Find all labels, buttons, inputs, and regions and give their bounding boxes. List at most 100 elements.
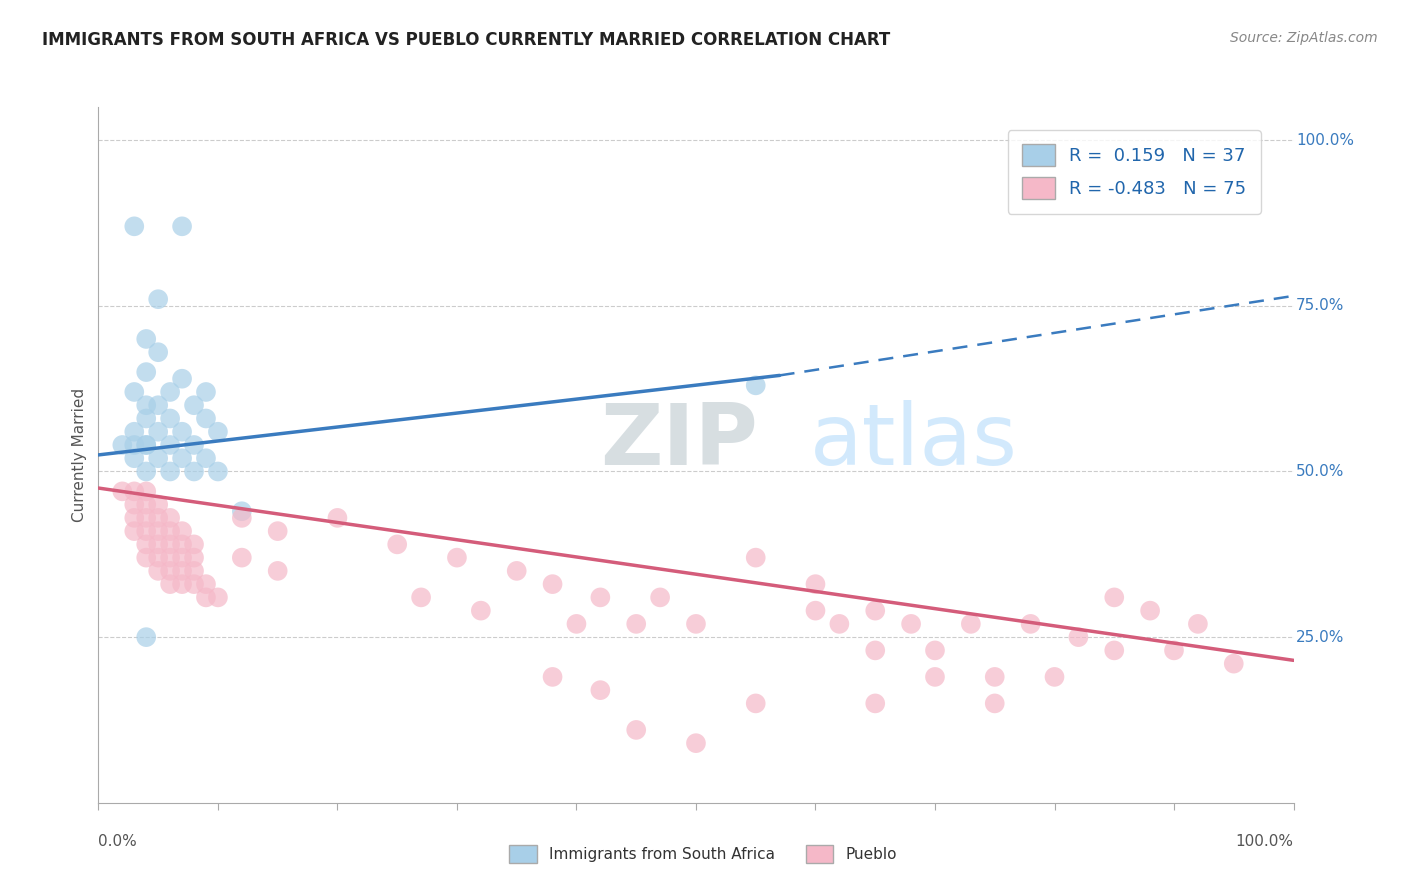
- Point: [135, 411, 157, 425]
- Point: [828, 616, 851, 631]
- Point: [148, 292, 170, 306]
- Point: [159, 384, 181, 399]
- Point: [159, 411, 181, 425]
- Point: [1102, 643, 1125, 657]
- Text: 75.0%: 75.0%: [1296, 298, 1344, 313]
- Point: [135, 537, 157, 551]
- Point: [589, 591, 612, 605]
- Point: [983, 670, 1005, 684]
- Point: [924, 643, 946, 657]
- Point: [745, 550, 768, 565]
- Point: [194, 451, 217, 466]
- Point: [1067, 630, 1090, 644]
- Point: [172, 537, 194, 551]
- Point: [148, 345, 170, 359]
- Point: [194, 384, 217, 399]
- Point: [124, 498, 146, 512]
- Point: [1043, 670, 1066, 684]
- Point: [194, 577, 217, 591]
- Point: [900, 616, 922, 631]
- Point: [172, 550, 194, 565]
- Point: [159, 537, 181, 551]
- Text: 100.0%: 100.0%: [1236, 834, 1294, 849]
- Point: [135, 438, 157, 452]
- Point: [111, 484, 134, 499]
- Point: [624, 616, 647, 631]
- Point: [159, 564, 181, 578]
- Point: [124, 425, 146, 439]
- Point: [183, 537, 205, 551]
- Point: [326, 511, 349, 525]
- Point: [589, 683, 612, 698]
- Point: [183, 564, 205, 578]
- Point: [267, 564, 290, 578]
- Point: [172, 451, 194, 466]
- Text: atlas: atlas: [810, 400, 1018, 483]
- Point: [648, 591, 672, 605]
- Point: [135, 465, 157, 479]
- Point: [745, 697, 768, 711]
- Point: [1019, 616, 1042, 631]
- Point: [470, 604, 492, 618]
- Point: [183, 398, 205, 412]
- Point: [148, 498, 170, 512]
- Point: [148, 550, 170, 565]
- Point: [124, 451, 146, 466]
- Point: [506, 564, 529, 578]
- Point: [135, 550, 157, 565]
- Point: [446, 550, 468, 565]
- Point: [124, 524, 146, 538]
- Point: [685, 616, 707, 631]
- Point: [159, 465, 181, 479]
- Text: 25.0%: 25.0%: [1296, 630, 1344, 645]
- Point: [159, 438, 181, 452]
- Y-axis label: Currently Married: Currently Married: [72, 388, 87, 522]
- Point: [1187, 616, 1209, 631]
- Text: 50.0%: 50.0%: [1296, 464, 1344, 479]
- Point: [385, 537, 409, 551]
- Point: [411, 591, 433, 605]
- Point: [148, 451, 170, 466]
- Point: [194, 591, 217, 605]
- Point: [207, 591, 229, 605]
- Point: [159, 550, 181, 565]
- Point: [135, 398, 157, 412]
- Point: [959, 616, 981, 631]
- Point: [745, 378, 768, 392]
- Point: [194, 411, 217, 425]
- Point: [124, 438, 146, 452]
- Point: [863, 643, 886, 657]
- Point: [111, 438, 134, 452]
- Point: [983, 697, 1005, 711]
- Point: [172, 577, 194, 591]
- Point: [207, 465, 229, 479]
- Point: [924, 670, 946, 684]
- Point: [1139, 604, 1161, 618]
- Point: [1222, 657, 1246, 671]
- Point: [135, 484, 157, 499]
- Point: [207, 425, 229, 439]
- Point: [148, 524, 170, 538]
- Text: ZIP: ZIP: [600, 400, 758, 483]
- Point: [267, 524, 290, 538]
- Point: [148, 537, 170, 551]
- Point: [541, 670, 564, 684]
- Point: [172, 425, 194, 439]
- Text: Source: ZipAtlas.com: Source: ZipAtlas.com: [1230, 31, 1378, 45]
- Legend: Immigrants from South Africa, Pueblo: Immigrants from South Africa, Pueblo: [498, 832, 908, 875]
- Point: [135, 332, 157, 346]
- Point: [183, 577, 205, 591]
- Point: [1102, 591, 1125, 605]
- Point: [863, 604, 886, 618]
- Point: [124, 384, 146, 399]
- Point: [135, 524, 157, 538]
- Point: [804, 577, 827, 591]
- Text: IMMIGRANTS FROM SOUTH AFRICA VS PUEBLO CURRENTLY MARRIED CORRELATION CHART: IMMIGRANTS FROM SOUTH AFRICA VS PUEBLO C…: [42, 31, 890, 49]
- Point: [863, 697, 886, 711]
- Point: [183, 550, 205, 565]
- Point: [135, 365, 157, 379]
- Point: [231, 504, 253, 518]
- Point: [804, 604, 827, 618]
- Point: [172, 372, 194, 386]
- Point: [135, 498, 157, 512]
